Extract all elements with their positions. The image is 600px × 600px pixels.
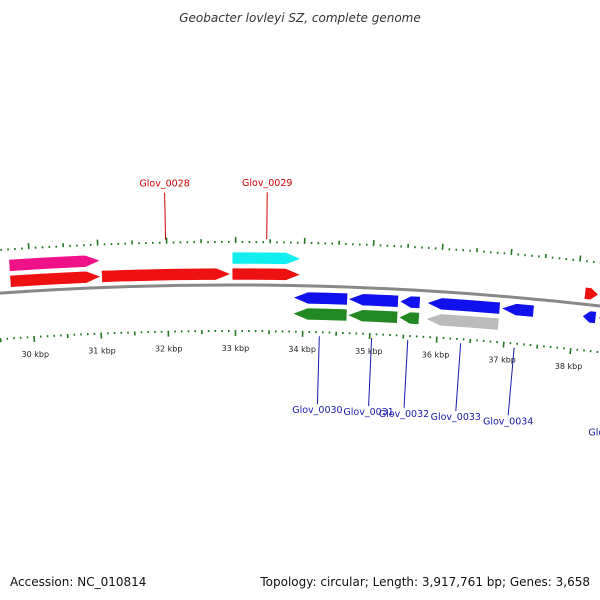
axis-tick-label: 31 kbp [88,347,116,356]
gene-feature[interactable] [292,291,349,306]
gene-label: Glov_0035 [588,427,600,438]
gene-label: Glov_0028 [139,179,189,190]
topology-summary: Topology: circular; Length: 3,917,761 bp… [260,575,590,589]
gene-label-leader [266,192,268,240]
gene-label-leader [316,336,320,405]
gene-feature-glov_0029[interactable] [231,267,302,281]
axis-tick-label: 36 kbp [422,351,450,360]
gene-feature-glov_0032[interactable] [398,311,420,325]
gene-label: Glov_0034 [483,416,533,427]
reverse-major-tick [569,347,572,355]
gene-label: Glov_0033 [431,412,481,423]
gene-label: Glov_0032 [379,409,429,420]
gene-label-leader [507,347,515,416]
reverse-major-tick [502,341,505,348]
axis-tick-label: 38 kbp [555,362,583,371]
gene-label: Glov_0030 [292,405,342,416]
axis-tick-label: 34 kbp [288,345,316,354]
gene-feature[interactable] [399,295,421,309]
gene-feature[interactable] [9,270,102,288]
gene-feature[interactable] [347,293,399,308]
gene-label: Glov_0031 [343,407,393,418]
axis-tick-label: 30 kbp [22,350,50,359]
gene-label: Glov_0029 [242,178,292,189]
gene-label-leader [403,339,409,408]
accession-label: Accession: NC_010814 [10,575,147,589]
forward-major-tick [510,248,513,256]
axis-tick-label: 37 kbp [488,356,516,365]
map-title: Geobacter lovleyi SZ, complete genome [179,11,421,25]
axis-tick-labels: 30 kbp 31 kbp 32 kbp 33 kbp 34 kbp 35 kbp 36 k… [22,344,583,371]
gene-feature[interactable] [8,254,102,272]
axis-tick-label: 33 kbp [222,344,250,353]
forward-tick-track [0,237,600,264]
gene-feature-glov_0034[interactable] [500,303,535,318]
gene-feature-glov_0030[interactable] [292,307,348,322]
gene-feature-glov_0033[interactable] [425,313,500,331]
genome-backbone [0,283,600,308]
reverse-tick-track [0,329,599,355]
gene-label-leader [164,192,167,240]
forward-major-tick [579,255,582,262]
gene-feature-glov_0028[interactable] [101,267,232,283]
gene-features [8,251,600,331]
gene-feature[interactable] [583,286,599,301]
axis-tick-label: 35 kbp [355,347,383,356]
gene-label-leader [455,343,462,412]
gene-feature[interactable] [231,251,302,265]
gene-label-leader [368,338,373,407]
axis-tick-label: 32 kbp [155,345,183,354]
gene-feature-glov_0031[interactable] [346,309,399,324]
gene-feature[interactable] [581,310,597,324]
gene-feature[interactable] [426,297,501,315]
gene-feature-glov_0035[interactable] [597,314,600,331]
